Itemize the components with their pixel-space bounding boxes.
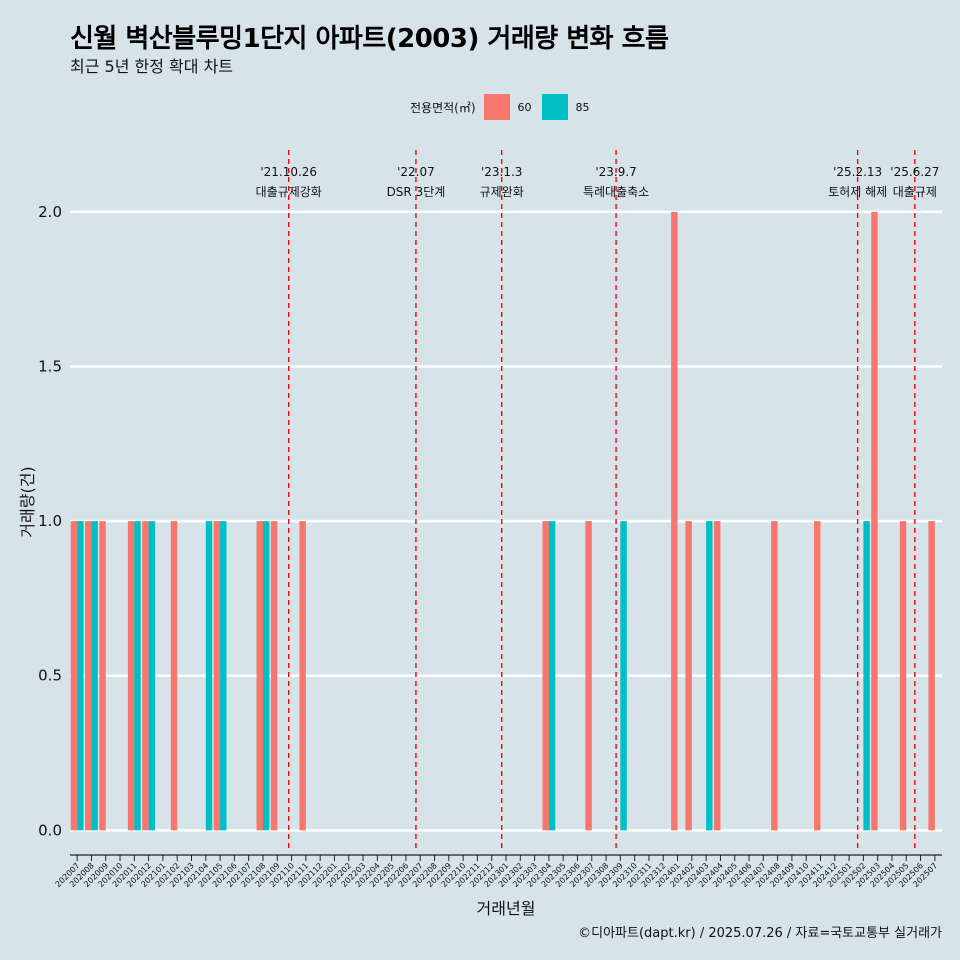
event-name-label: 특례대출축소: [583, 185, 649, 199]
event-name-label: 대출규제강화: [256, 185, 322, 199]
event-name-label: 규제완화: [480, 185, 524, 199]
bar-60-202009: [99, 521, 106, 831]
bar-60-202411: [814, 521, 821, 831]
x-axis-title: 거래년월: [477, 899, 536, 918]
bar-85-202007: [77, 521, 84, 831]
bar-85-202105: [220, 521, 227, 831]
event-name-label: 토허제 해제: [828, 185, 887, 199]
bar-85-202403: [706, 521, 713, 831]
bar-60-202007: [70, 521, 78, 831]
bar-85-202008: [91, 521, 98, 831]
bar-60-202011: [127, 521, 135, 831]
bar-60-202105: [213, 521, 221, 831]
bar-85-202108: [262, 521, 270, 831]
event-name-label: DSR 3단계: [387, 185, 446, 199]
bar-60-202304: [542, 521, 549, 831]
legend-swatch-60: [483, 94, 510, 120]
chart-subtitle: 최근 5년 한정 확대 차트: [70, 57, 234, 76]
event-date-label: '23.1.3: [481, 165, 522, 179]
bar-85-202309: [620, 521, 627, 831]
event-date-label: '22.07: [397, 165, 435, 179]
bar-60-202402: [685, 521, 692, 831]
legend: 전용면적(㎡) 60 85: [410, 93, 600, 121]
bar-60-202109: [270, 521, 278, 831]
event-date-label: '21.10.26: [260, 165, 317, 179]
source-caption: ©디아파트(dapt.kr) / 2025.07.26 / 자료=국토교통부 실…: [578, 926, 942, 941]
y-tick-label: 1.0: [38, 512, 62, 530]
legend-label-60: 60: [517, 100, 532, 114]
legend-label-85: 85: [575, 100, 590, 114]
event-markers: '21.10.26 대출규제강화 '22.07 DSR 3단계 '23.1.3 규제완화 '…: [256, 150, 939, 852]
chart-title: 신월 벽산블루밍1단지 아파트(2003) 거래량 변화 흐름: [70, 24, 669, 54]
bar-85-202104: [205, 521, 213, 831]
bar-85-202012: [148, 521, 156, 831]
grid: [70, 210, 942, 832]
legend-swatch-85: [541, 94, 568, 120]
bar-60-202307: [585, 521, 592, 831]
bar-60-202102: [170, 521, 178, 831]
bar-60-202108: [256, 521, 263, 831]
bar-85-202011: [134, 521, 141, 831]
bar-60-202401: [671, 211, 678, 831]
bar-60-202012: [142, 521, 149, 831]
y-tick-label: 0.5: [38, 667, 62, 685]
bar-60-202408: [771, 521, 778, 831]
bar-60-202404: [713, 521, 721, 831]
event-name-label: 대출규제: [893, 185, 937, 199]
bar-85-202502: [863, 521, 870, 831]
y-tick-label: 0.0: [38, 821, 62, 839]
legend-title: 전용면적(㎡): [410, 100, 476, 115]
bar-60-202008: [85, 521, 92, 831]
y-tick-label: 2.0: [38, 203, 62, 221]
bar-60-202503: [871, 211, 878, 831]
y-tick-label: 1.5: [38, 357, 62, 375]
bar-60-202111: [299, 521, 306, 831]
event-date-label: '25.2.13: [833, 165, 882, 179]
bar-60-202507: [928, 521, 935, 831]
event-date-label: '25.6.27: [890, 165, 939, 179]
bars: [70, 211, 935, 831]
event-date-label: '23.9.7: [595, 165, 636, 179]
y-axis-title: 거래량(건): [18, 466, 37, 537]
bar-85-202304: [548, 521, 556, 831]
bar-60-202505: [899, 521, 907, 831]
